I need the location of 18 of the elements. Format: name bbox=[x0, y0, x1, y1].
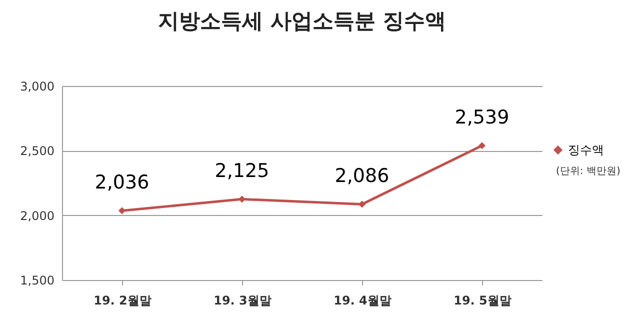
point bbox=[118, 207, 126, 214]
y-tick-label: 2,500 bbox=[20, 144, 54, 158]
point bbox=[358, 200, 366, 208]
data-label: 2,125 bbox=[214, 160, 270, 182]
x-tick-label: 19. 2월말 bbox=[94, 294, 152, 308]
y-tick-label: 1,500 bbox=[20, 274, 54, 288]
y-tick-label: 2,000 bbox=[20, 208, 54, 223]
chart-title: 지방소득세 사업소득분 징수액 bbox=[158, 9, 446, 33]
data-label: 2,086 bbox=[334, 165, 390, 188]
data-label: 2,539 bbox=[454, 106, 510, 129]
text: (단위: 백만원) bbox=[556, 165, 620, 178]
point bbox=[478, 142, 486, 150]
x-tick-label: 19. 5월말 bbox=[454, 294, 512, 308]
data-label: 2,036 bbox=[94, 172, 150, 194]
x-tick-label: 19. 3월말 bbox=[214, 294, 272, 308]
x-tick-label: 19. 4월말 bbox=[334, 294, 392, 308]
legend-label: 징수액 bbox=[568, 143, 604, 157]
y-tick-label: 3,000 bbox=[20, 80, 54, 94]
